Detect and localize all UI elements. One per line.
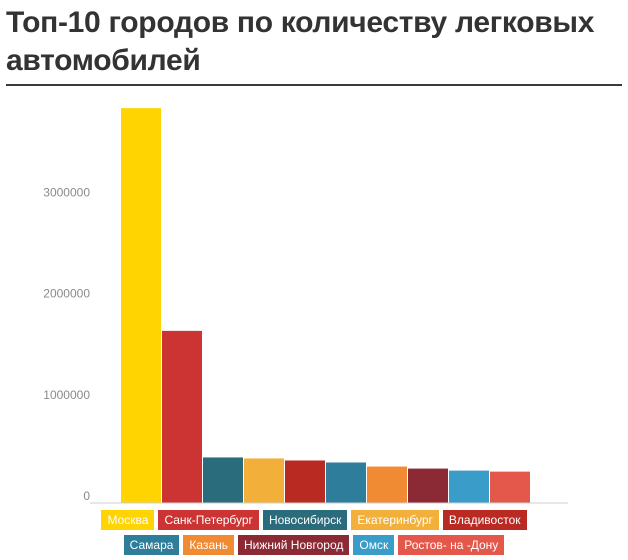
y-tick-label: 3000000 [43,185,90,199]
legend-item: Омск [353,535,395,555]
legend-item: Нижний Новгород [238,535,350,555]
bar [285,460,325,503]
bars [121,108,530,503]
y-tick-label: 1000000 [43,388,90,402]
legend-item: Ростов- на -Дону [398,535,505,555]
bar [121,108,161,503]
bar [244,458,284,503]
legend-item: Казань [183,535,235,555]
bar [490,471,530,503]
legend-item: Екатеринбург [351,510,439,530]
bar [326,462,366,503]
bar [162,330,202,503]
y-tick-label: 0 [83,489,90,503]
bar [408,468,448,503]
legend-row: Москва Санк-Петербург Новосибирск Екатеринб… [0,510,628,530]
bar [449,470,489,503]
y-axis-ticks: 0 1000000 2000000 3000000 [43,185,90,503]
legend-item: Самара [123,535,180,555]
y-tick-label: 2000000 [43,287,90,301]
bar-chart: 0 1000000 2000000 3000000 [43,108,568,504]
legend-item: Владивосток [442,510,527,530]
bar [367,466,407,503]
legend-row: Самара Казань Нижний Новгород Омск Ростов- н… [0,535,628,555]
legend-item: Новосибирск [262,510,348,530]
legend-item: Санк-Петербург [158,510,259,530]
chart-title: Топ-10 городов по количеству легковых ав… [6,6,595,77]
legend-item: Москва [101,510,155,530]
title-divider [6,84,622,86]
bar [203,457,243,503]
